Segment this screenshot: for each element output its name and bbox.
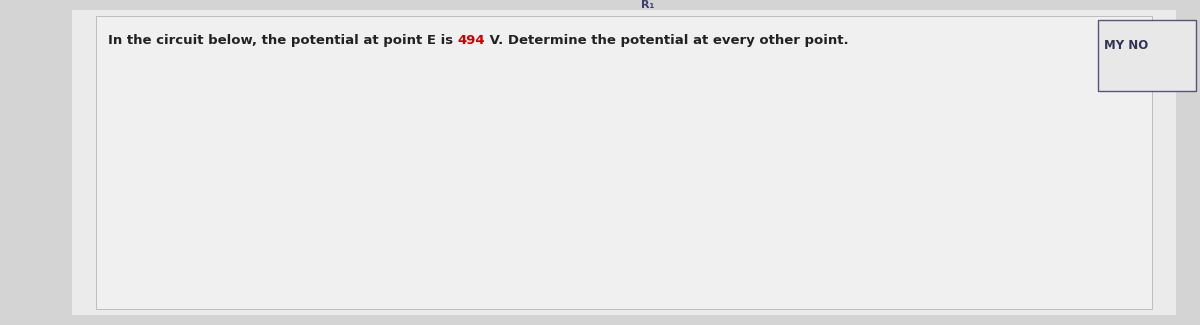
Text: R₁: R₁: [641, 0, 655, 10]
Text: $\Phi_C$ =: $\Phi_C$ =: [847, 147, 876, 161]
Text: $\Phi_B$ =: $\Phi_B$ =: [847, 108, 876, 122]
Circle shape: [742, 69, 758, 74]
Text: A: A: [568, 273, 577, 283]
Text: D: D: [768, 236, 778, 245]
Circle shape: [742, 238, 758, 243]
FancyBboxPatch shape: [882, 136, 1020, 171]
Circle shape: [538, 69, 554, 74]
Text: C: C: [764, 84, 773, 95]
FancyBboxPatch shape: [882, 58, 1020, 93]
Text: B: B: [520, 84, 528, 95]
FancyBboxPatch shape: [882, 176, 1020, 210]
Text: MY NO: MY NO: [1104, 39, 1148, 52]
Text: In the circuit below, the potential at point E is: In the circuit below, the potential at p…: [108, 34, 457, 47]
FancyBboxPatch shape: [882, 98, 1020, 132]
Circle shape: [570, 238, 587, 243]
Circle shape: [601, 238, 618, 243]
Text: $\Phi_A$ =: $\Phi_A$ =: [847, 69, 876, 83]
Text: E: E: [616, 273, 623, 283]
Text: V. Determine the potential at every other point.: V. Determine the potential at every othe…: [485, 34, 850, 47]
Text: V₀ = 12 V: V₀ = 12 V: [594, 138, 648, 148]
Text: 494: 494: [457, 34, 485, 47]
Text: $\Phi_D$ =: $\Phi_D$ =: [847, 186, 876, 200]
